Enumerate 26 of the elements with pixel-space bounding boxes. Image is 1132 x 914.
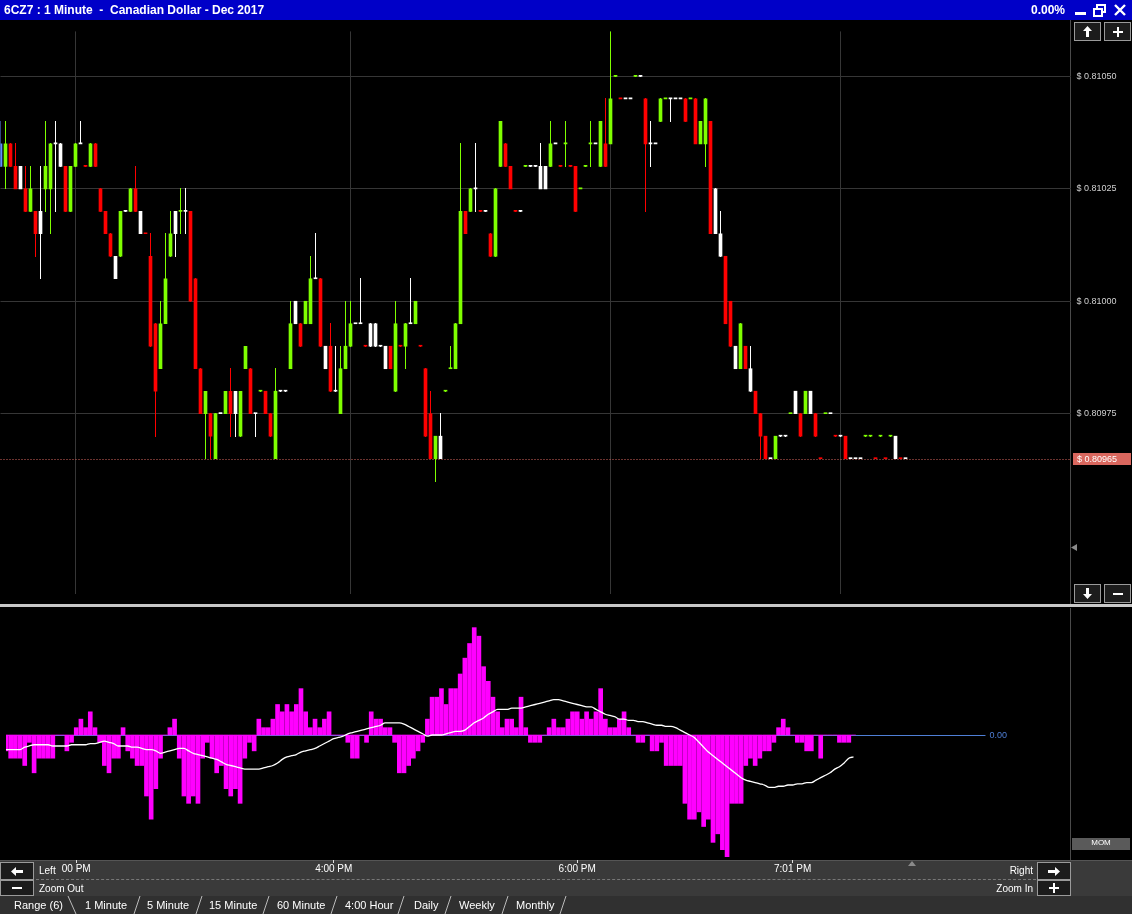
y-tick-label: $ 0.81000 xyxy=(1076,295,1117,306)
text: Daily xyxy=(414,899,439,911)
text: Right xyxy=(1009,865,1033,876)
text: Weekly xyxy=(459,899,495,911)
x-tick-label: 00 PM xyxy=(61,862,91,874)
y-tick-label: $ 0.81025 xyxy=(1076,183,1117,194)
text: Monthly xyxy=(516,899,555,911)
chart-title: 6CZ7 : 1 Minute - Canadian Dollar - Dec 2017 xyxy=(4,3,265,17)
x-tick-label: 4:00 PM xyxy=(315,862,353,874)
ref-line-label: 0.00 xyxy=(989,729,1007,740)
x-tick-label: 7:01 PM xyxy=(773,862,812,874)
ref-line-label: $ 0.80965 xyxy=(1077,453,1118,464)
text: 4:00 Hour xyxy=(345,899,394,911)
y-tick-label: $ 0.81050 xyxy=(1076,70,1117,81)
text: 1 Minute xyxy=(85,899,128,911)
text: Left xyxy=(39,865,56,876)
text: Zoom Out xyxy=(39,883,84,894)
text: 5 Minute xyxy=(147,899,190,911)
text: 60 Minute xyxy=(277,899,326,911)
x-tick-label: 6:00 PM xyxy=(558,862,596,874)
text: Range (6) xyxy=(14,899,63,911)
text: MOM xyxy=(1072,838,1130,850)
text: Zoom In xyxy=(996,883,1033,894)
y-tick-label: $ 0.80975 xyxy=(1076,408,1117,419)
text: 0.00% xyxy=(1030,3,1065,17)
text: 15 Minute xyxy=(209,899,258,911)
